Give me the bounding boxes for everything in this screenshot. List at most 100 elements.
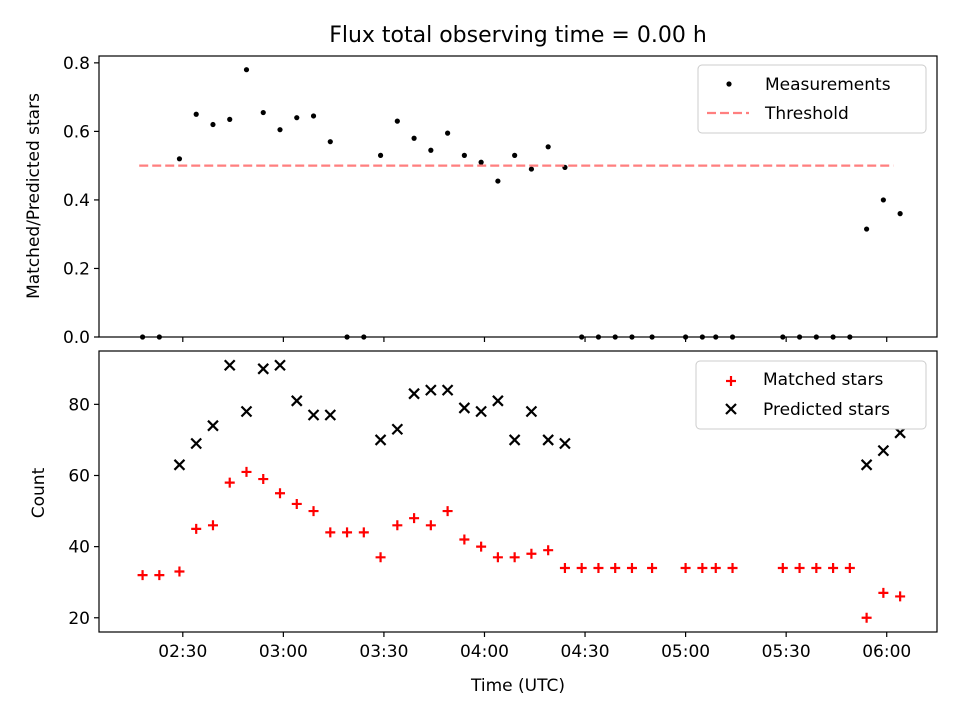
predicted-stars-point: [223, 359, 236, 372]
count-marks: [137, 359, 906, 623]
predicted-stars-point: [274, 359, 286, 372]
y-tick-label: 0.6: [63, 122, 90, 142]
matched-stars-point: [626, 562, 637, 573]
y-tick-label: 60: [68, 466, 90, 486]
matched-stars-point: [593, 562, 604, 573]
measurement-point: [210, 121, 216, 128]
measurement-point: [411, 135, 417, 141]
predicted-stars-point: [441, 384, 454, 396]
measurement-point: [445, 130, 451, 136]
y-tick-label: 0.2: [63, 259, 90, 279]
predicted-stars-point: [240, 405, 253, 418]
matched-stars-point: [207, 520, 218, 531]
figure-title: Flux total observing time = 0.00 h: [329, 23, 707, 48]
measurement-point: [294, 115, 300, 121]
predicted-stars-point: [475, 405, 487, 418]
predicted-stars-point: [190, 437, 202, 450]
measurement-point: [243, 67, 250, 73]
matched-stars-point: [777, 562, 788, 573]
matched-stars-point: [828, 562, 839, 573]
legend-matched-marker: [726, 376, 736, 386]
legend-threshold-label: Threshold: [764, 104, 849, 124]
predicted-stars-point: [877, 444, 890, 457]
legend-measurements-label: Measurements: [765, 75, 891, 95]
measurement-point: [327, 139, 333, 145]
matched-stars-point: [442, 506, 453, 517]
predicted-stars-point: [458, 402, 471, 414]
count-legend: Matched stars Predicted stars: [695, 360, 927, 430]
predicted-stars-point: [391, 423, 404, 436]
measurement-point: [277, 127, 283, 133]
measurement-point: [528, 166, 535, 172]
measurement-point: [461, 152, 467, 158]
predicted-stars-point: [542, 434, 554, 446]
matched-stars-point: [543, 545, 554, 556]
measurement-point: [227, 116, 233, 122]
matched-stars-point: [680, 562, 691, 573]
x-tick-label: 04:00: [460, 642, 509, 662]
legend-predicted-label: Predicted stars: [763, 400, 890, 420]
predicted-stars-point: [307, 409, 320, 421]
x-axis-label: Time (UTC): [470, 676, 565, 696]
x-tick-label: 04:30: [561, 642, 610, 662]
ratio-y-ticks: 0.0 0.2 0.4 0.6 0.8: [63, 54, 99, 348]
y-tick-label: 0.8: [63, 54, 90, 74]
x-tick-label: 03:00: [259, 642, 308, 662]
matched-stars-point: [476, 541, 487, 552]
count-legend-box: [695, 360, 927, 430]
y-tick-label: 0.0: [63, 328, 90, 348]
legend-predicted-marker: [725, 403, 737, 415]
matched-stars-point: [291, 498, 302, 509]
ratio-y-axis-label: Matched/Predicted stars: [24, 93, 44, 299]
measurement-point: [394, 118, 400, 124]
predicted-stars-point: [860, 459, 873, 471]
ratio-legend-box: [697, 64, 927, 134]
matched-stars-point: [697, 562, 708, 573]
legend-measurements-marker: [726, 81, 732, 87]
matched-stars-point: [710, 562, 721, 573]
matched-stars-point: [308, 506, 319, 517]
matched-stars-point: [275, 488, 286, 499]
matched-stars-point: [137, 570, 148, 581]
measurement-point: [495, 178, 501, 184]
matched-stars-point: [861, 612, 872, 623]
predicted-stars-point: [290, 395, 303, 407]
matched-stars-point: [811, 562, 822, 573]
ratio-axes-frame: [98, 55, 938, 338]
matched-stars-point: [459, 534, 470, 545]
measurement-point: [512, 152, 518, 158]
measurement-point: [545, 144, 551, 150]
matched-stars-point: [794, 562, 805, 573]
x-tick-label: 03:30: [359, 642, 408, 662]
matched-stars-point: [878, 587, 889, 598]
matched-stars-point: [895, 591, 906, 602]
matched-stars-point: [342, 527, 353, 538]
matched-stars-point: [425, 520, 436, 531]
measurement-point: [176, 156, 183, 162]
matched-stars-point: [358, 527, 369, 538]
matched-stars-point: [258, 474, 269, 485]
measurement-point: [880, 197, 886, 203]
measurement-point: [310, 113, 317, 119]
measurement-point: [897, 211, 903, 217]
predicted-stars-point: [492, 395, 504, 407]
matched-stars-point: [559, 562, 570, 573]
count-y-axis-label: Count: [29, 467, 49, 518]
predicted-stars-point: [207, 419, 219, 432]
x-tick-label: 06:00: [862, 642, 911, 662]
predicted-stars-point: [173, 459, 186, 471]
matched-stars-point: [526, 548, 537, 559]
matched-stars-point: [409, 513, 420, 524]
matched-stars-point: [844, 562, 855, 573]
x-tick-label: 05:30: [762, 642, 811, 662]
predicted-stars-point: [425, 384, 437, 396]
measurement-point: [478, 159, 484, 165]
predicted-stars-point: [559, 437, 571, 450]
matched-stars-point: [375, 552, 386, 563]
matched-stars-point: [191, 523, 202, 534]
x-tick-label: 02:30: [158, 642, 207, 662]
matched-stars-point: [224, 477, 235, 488]
count-axes-frame: [98, 350, 938, 633]
